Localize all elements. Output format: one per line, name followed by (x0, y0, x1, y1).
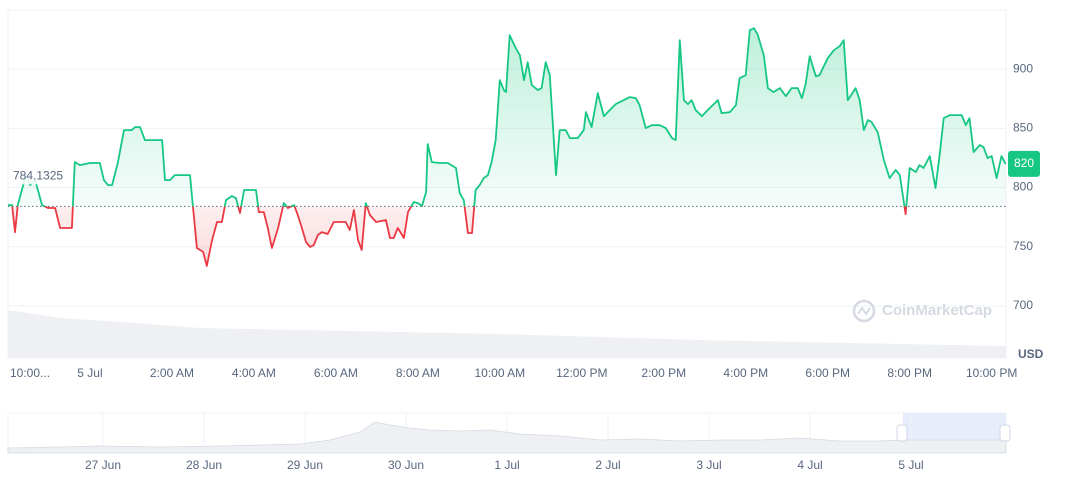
price-area (8, 28, 1006, 266)
navigator-date-label: 2 Jul (595, 458, 620, 472)
y-unit: USD (1018, 347, 1044, 361)
y-tick-label: 900 (1013, 61, 1033, 75)
x-tick-label: 6:00 AM (314, 366, 358, 380)
navigator-date-label: 27 Jun (85, 458, 121, 472)
x-tick-label: 4:00 PM (723, 366, 768, 380)
x-tick-label: 10:00... (10, 366, 50, 380)
y-tick-label: 850 (1013, 121, 1033, 135)
x-tick-label: 10:00 PM (966, 366, 1017, 380)
x-tick-label: 5 Jul (77, 366, 102, 380)
navigator-date-label: 5 Jul (898, 458, 923, 472)
x-tick-label: 2:00 PM (641, 366, 686, 380)
navigator-area (7, 421, 1007, 454)
navigator-handle[interactable] (999, 424, 1011, 442)
price-tag-label: 820 (1014, 156, 1034, 170)
watermark-text: CoinMarketCap (882, 302, 992, 319)
x-tick-label: 6:00 PM (805, 366, 850, 380)
navigator-date-label: 30 Jun (388, 458, 424, 472)
navigator-date-label: 3 Jul (696, 458, 721, 472)
baseline-label-bg (11, 168, 63, 185)
price-tag (1008, 150, 1040, 177)
price-line (8, 27, 1007, 267)
navigator-date-label: 29 Jun (287, 458, 323, 472)
x-tick-label: 2:00 AM (150, 366, 194, 380)
x-tick-label: 10:00 AM (474, 366, 525, 380)
watermark: CoinMarketCap (852, 299, 992, 323)
navigator-date-label: 1 Jul (494, 458, 519, 472)
navigator-date-label: 4 Jul (797, 458, 822, 472)
navigator-handle[interactable] (896, 424, 908, 442)
volume-area (8, 310, 1006, 358)
x-tick-label: 8:00 PM (887, 366, 932, 380)
baseline-label: 784.1325 (13, 169, 63, 183)
x-tick-label: 4:00 AM (232, 366, 276, 380)
y-tick-label: 750 (1013, 239, 1033, 253)
navigator-date-label: 28 Jun (186, 458, 222, 472)
x-tick-label: 8:00 AM (396, 366, 440, 380)
x-tick-label: 12:00 PM (556, 366, 607, 380)
y-tick-label: 800 (1013, 180, 1033, 194)
y-tick-label: 700 (1013, 298, 1033, 312)
